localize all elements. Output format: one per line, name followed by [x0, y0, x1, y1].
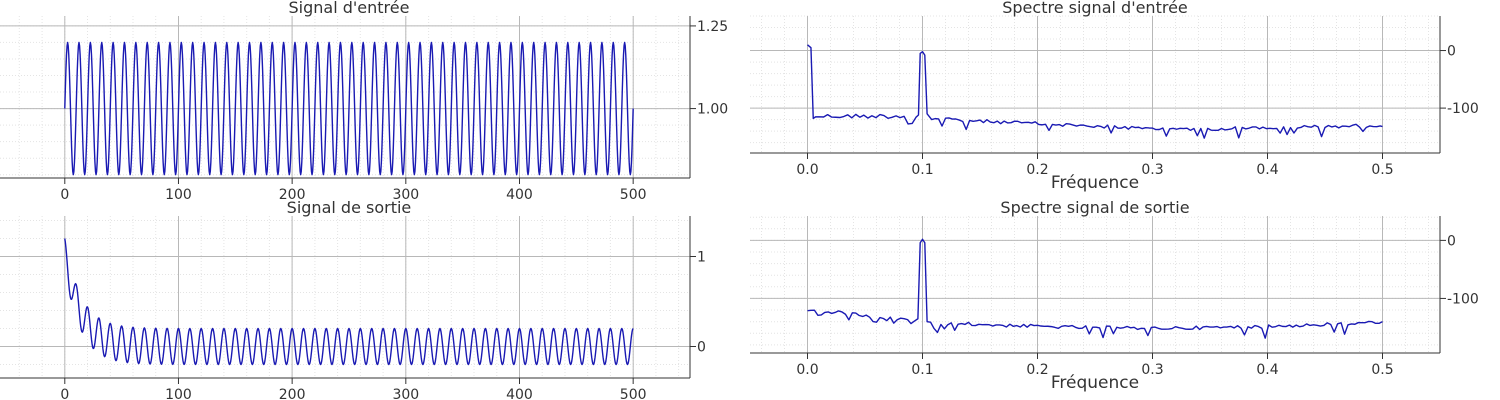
x-axis-label: Fréquence	[1051, 173, 1139, 193]
x-tick-label: 0	[60, 187, 69, 203]
x-tick-label: 300	[392, 387, 419, 400]
panel-title: Spectre signal d'entrée	[1002, 0, 1188, 17]
y-tick-label: 0	[1447, 44, 1456, 60]
x-tick-label: 0.5	[1371, 362, 1393, 378]
x-tick-label: 200	[279, 187, 306, 203]
x-tick-label: 100	[165, 187, 192, 203]
x-tick-label: 0.1	[911, 362, 933, 378]
x-tick-label: 100	[165, 387, 192, 400]
y-tick-label: 0	[1447, 233, 1456, 249]
x-tick-label: 300	[392, 187, 419, 203]
panel-spectre-entree: 0.0 0.1 0.2 0.3 0.4 0.5 -100 0 Spectre signal d'…	[750, 0, 1479, 193]
panel-signal-sortie: 0 100 200 300 400 500 0 1 Signal de sortie	[0, 198, 706, 400]
x-tick-label: 0.2	[1026, 162, 1048, 178]
x-tick-label: 400	[506, 187, 533, 203]
x-tick-label: 0.0	[796, 362, 818, 378]
y-tick-label: -100	[1447, 291, 1479, 307]
x-tick-label: 0.3	[1141, 162, 1163, 178]
x-tick-label: 0.1	[911, 162, 933, 178]
panel-title: Signal d'entrée	[288, 0, 409, 17]
y-tick-label: 1.00	[697, 102, 728, 118]
panel-title: Spectre signal de sortie	[1000, 198, 1189, 217]
series-line	[64, 41, 634, 176]
x-tick-label: 0.3	[1141, 362, 1163, 378]
y-tick-label: 0	[697, 340, 706, 356]
panel-signal-entree: 0 100 200 300 400 500 1.00 1.25 Signal d'entrée	[0, 0, 728, 203]
x-tick-label: 200	[279, 387, 306, 400]
x-tick-label: 0.4	[1256, 162, 1278, 178]
y-tick-label: 1	[697, 250, 706, 266]
panel-title: Signal de sortie	[287, 198, 412, 217]
x-tick-label: 0.0	[796, 162, 818, 178]
y-tick-label: 1.25	[697, 19, 728, 35]
series-line	[807, 238, 1383, 339]
x-tick-label: 500	[620, 387, 647, 400]
x-tick-label: 0.4	[1256, 362, 1278, 378]
x-tick-label: 0	[60, 387, 69, 400]
panel-spectre-sortie: 0.0 0.1 0.2 0.3 0.4 0.5 -100 0 Spectre signal de…	[750, 198, 1479, 393]
series-line	[807, 44, 1383, 139]
series-line	[64, 238, 634, 366]
x-tick-label: 400	[506, 387, 533, 400]
y-tick-label: -100	[1447, 101, 1479, 117]
x-tick-label: 0.5	[1371, 162, 1393, 178]
x-tick-label: 0.2	[1026, 362, 1048, 378]
x-tick-label: 500	[620, 187, 647, 203]
x-axis-label: Fréquence	[1051, 373, 1139, 393]
